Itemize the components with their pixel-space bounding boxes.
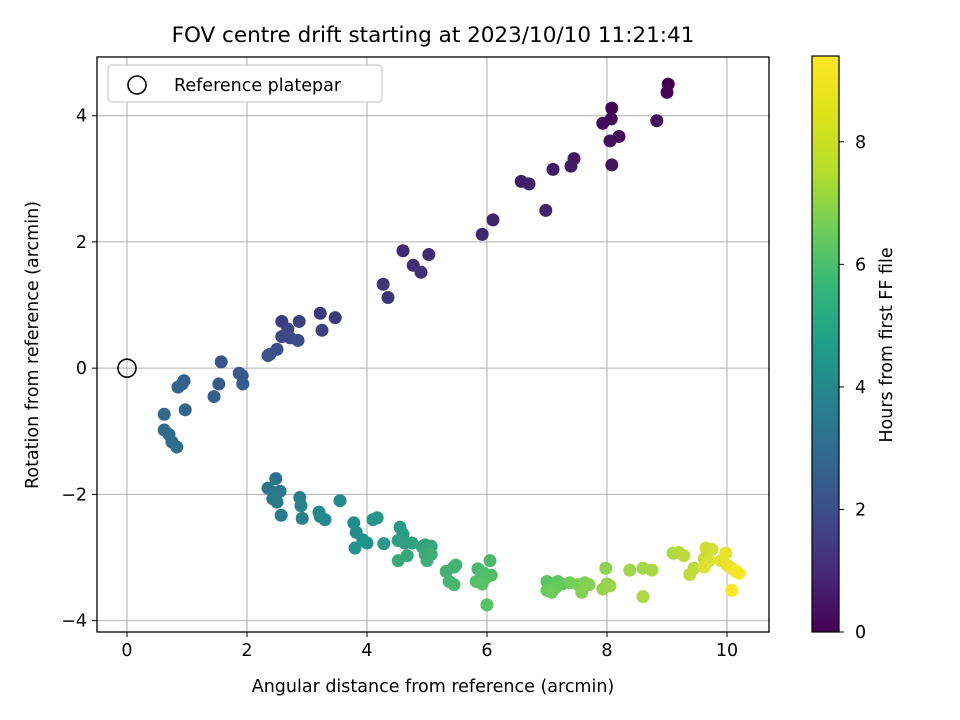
data-point bbox=[360, 536, 374, 550]
data-points bbox=[157, 77, 746, 612]
y-tick-label: −2 bbox=[61, 485, 87, 505]
data-point bbox=[313, 306, 327, 320]
data-point bbox=[414, 265, 428, 279]
y-axis-label: Rotation from reference (arcmin) bbox=[23, 201, 43, 489]
x-tick-label: 0 bbox=[121, 641, 132, 661]
data-point bbox=[645, 563, 659, 577]
data-point bbox=[545, 585, 559, 599]
data-point bbox=[295, 511, 309, 525]
legend-box bbox=[107, 64, 383, 103]
data-point bbox=[370, 511, 384, 525]
data-point bbox=[539, 203, 553, 217]
data-point bbox=[475, 227, 489, 241]
data-point bbox=[697, 560, 711, 574]
data-point bbox=[683, 568, 697, 582]
data-point bbox=[677, 549, 691, 563]
legend-reference-marker bbox=[127, 75, 147, 95]
data-point bbox=[269, 472, 283, 486]
data-point bbox=[449, 558, 463, 572]
data-point bbox=[564, 159, 578, 173]
data-point bbox=[376, 277, 390, 291]
data-point bbox=[725, 583, 739, 597]
data-point bbox=[636, 590, 650, 604]
y-tick-label: 4 bbox=[76, 107, 87, 127]
plot-frame bbox=[96, 56, 770, 633]
x-tick-label: 8 bbox=[601, 641, 612, 661]
data-point bbox=[660, 85, 674, 99]
x-tick-label: 2 bbox=[241, 641, 252, 661]
data-point bbox=[333, 494, 347, 508]
data-point bbox=[318, 513, 332, 527]
data-point bbox=[705, 542, 719, 556]
data-point bbox=[447, 578, 461, 592]
data-point bbox=[480, 598, 494, 612]
data-point bbox=[605, 101, 619, 115]
data-point bbox=[424, 547, 438, 561]
x-axis-ticks: 0 2 4 6 8 10 bbox=[121, 632, 738, 661]
data-point bbox=[719, 546, 733, 560]
data-point bbox=[292, 314, 306, 328]
data-point bbox=[315, 323, 329, 337]
data-point bbox=[294, 499, 308, 513]
data-point bbox=[623, 563, 637, 577]
colorbar-label: Hours from first FF file bbox=[877, 247, 897, 442]
data-point bbox=[328, 311, 342, 325]
legend: Reference platepar bbox=[107, 64, 383, 103]
data-point bbox=[381, 290, 395, 304]
y-tick-label: −4 bbox=[61, 612, 87, 632]
colorbar: 0 2 4 6 8 Hours from first FF file bbox=[811, 55, 897, 643]
data-point bbox=[596, 116, 610, 130]
colorbar-tick-label: 6 bbox=[855, 255, 866, 275]
colorbar-tick-label: 4 bbox=[855, 378, 866, 398]
data-point bbox=[475, 577, 489, 591]
reference-marker bbox=[117, 358, 137, 378]
data-point bbox=[732, 566, 746, 580]
data-point bbox=[274, 508, 288, 522]
data-point bbox=[603, 579, 617, 593]
legend-label: Reference platepar bbox=[174, 76, 342, 96]
data-point bbox=[157, 407, 171, 421]
data-point bbox=[483, 554, 497, 568]
data-point bbox=[605, 158, 619, 172]
data-point bbox=[207, 390, 221, 404]
data-point bbox=[263, 347, 277, 361]
data-point bbox=[214, 355, 228, 369]
data-point bbox=[422, 248, 436, 262]
data-point bbox=[486, 213, 500, 227]
colorbar-tick-label: 0 bbox=[855, 623, 866, 643]
data-point bbox=[348, 541, 362, 555]
data-point bbox=[603, 134, 617, 148]
y-tick-label: 0 bbox=[76, 359, 87, 379]
y-axis-ticks: −4 −2 0 2 4 bbox=[61, 107, 97, 632]
data-point bbox=[291, 333, 305, 347]
colorbar-tick-label: 2 bbox=[855, 500, 866, 520]
colorbar-tick-label: 8 bbox=[855, 133, 866, 153]
x-axis-label: Angular distance from reference (arcmin) bbox=[252, 677, 615, 697]
data-point bbox=[270, 495, 284, 509]
data-point bbox=[546, 162, 560, 176]
data-point bbox=[391, 554, 405, 568]
data-point bbox=[171, 380, 185, 394]
data-point bbox=[599, 561, 613, 575]
x-tick-label: 6 bbox=[481, 641, 492, 661]
x-tick-label: 4 bbox=[361, 641, 372, 661]
data-point bbox=[405, 536, 419, 550]
x-tick-label: 10 bbox=[716, 641, 738, 661]
colorbar-gradient bbox=[811, 55, 840, 633]
data-point bbox=[178, 403, 192, 417]
data-point bbox=[212, 377, 226, 391]
colorbar-ticks: 0 2 4 6 8 bbox=[839, 133, 866, 643]
data-point bbox=[650, 114, 664, 128]
data-point bbox=[396, 244, 410, 258]
y-tick-label: 2 bbox=[76, 233, 87, 253]
grid-lines bbox=[97, 57, 769, 632]
data-point bbox=[236, 377, 250, 391]
data-point bbox=[582, 578, 596, 592]
data-point bbox=[377, 537, 391, 551]
data-point bbox=[522, 177, 536, 191]
data-point bbox=[170, 440, 184, 454]
chart-title: FOV centre drift starting at 2023/10/10 … bbox=[172, 23, 695, 48]
